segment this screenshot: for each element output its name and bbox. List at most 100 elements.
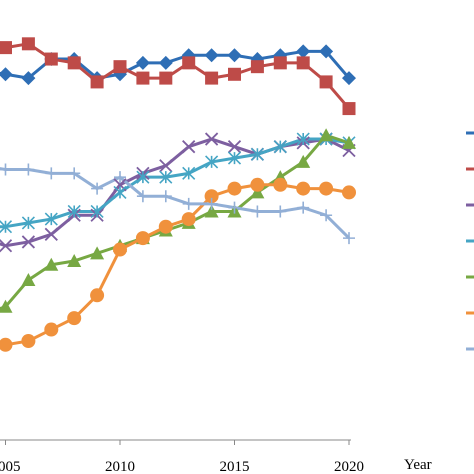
data-point: [0, 163, 12, 176]
x-ticks: [5, 440, 350, 445]
data-point: [227, 140, 242, 154]
data-point: [0, 337, 13, 352]
data-point: [204, 132, 219, 146]
x-tick-label: 2005: [0, 459, 21, 474]
data-point: [250, 177, 265, 192]
x-axis-title: Year: [404, 457, 432, 473]
x-tick-label: 2020: [334, 459, 364, 474]
data-point: [44, 227, 58, 241]
data-point: [343, 232, 355, 245]
data-point: [90, 204, 104, 219]
series-lines: [0, 42, 351, 347]
data-point: [44, 52, 58, 66]
data-point: [296, 132, 310, 146]
data-point: [182, 56, 196, 70]
data-point: [296, 154, 311, 168]
data-point: [136, 170, 150, 184]
data-point: [182, 166, 196, 180]
data-point: [342, 71, 356, 86]
data-point: [228, 67, 241, 81]
series-line: [0, 137, 350, 248]
data-point: [251, 205, 264, 218]
data-point: [21, 216, 35, 230]
data-point: [273, 177, 288, 192]
series-line: [0, 133, 350, 311]
data-point: [21, 273, 36, 287]
data-point: [158, 219, 173, 234]
series-markers-group: [0, 163, 355, 245]
data-point: [0, 67, 13, 82]
data-point: [44, 257, 59, 271]
data-point: [67, 311, 82, 326]
data-point: [90, 75, 104, 89]
data-point: [274, 205, 287, 218]
data-point: [319, 128, 334, 142]
x-tick-label: 2010: [105, 459, 135, 474]
data-point: [182, 140, 196, 154]
data-point: [0, 220, 13, 234]
data-point: [68, 167, 81, 180]
data-point: [204, 189, 219, 204]
data-point: [342, 135, 356, 149]
data-point: [250, 147, 264, 161]
data-point: [135, 231, 150, 246]
data-point: [91, 182, 104, 195]
data-point: [0, 41, 12, 55]
data-point: [227, 48, 242, 63]
data-point: [319, 181, 334, 196]
data-point: [113, 242, 127, 257]
data-point: [113, 185, 127, 199]
data-point: [296, 181, 311, 196]
data-point: [21, 333, 36, 348]
data-point: [67, 253, 82, 267]
data-point: [90, 288, 105, 303]
data-point: [67, 56, 81, 70]
data-point: [250, 185, 265, 199]
data-point: [158, 55, 173, 70]
series-line: [0, 137, 350, 229]
legend: [466, 131, 474, 351]
data-point: [319, 75, 333, 89]
data-point: [205, 155, 219, 169]
data-point: [297, 201, 310, 214]
data-point: [67, 204, 81, 219]
data-point: [342, 185, 356, 200]
data-point: [159, 170, 173, 184]
data-point: [227, 151, 242, 165]
x-tick-label: 2015: [220, 459, 250, 474]
data-point: [181, 212, 196, 227]
data-point: [22, 163, 35, 176]
data-point: [273, 140, 287, 154]
data-point: [227, 181, 242, 196]
data-point: [159, 159, 173, 173]
data-point: [113, 60, 127, 74]
data-point: [296, 44, 311, 59]
x-tick-labels: 2005 2010 2015 2020: [0, 459, 364, 474]
data-point: [21, 235, 36, 249]
data-point: [21, 71, 36, 86]
data-point: [320, 209, 333, 222]
data-point: [204, 48, 219, 63]
series-markers-group: [0, 37, 356, 116]
data-point: [159, 190, 172, 203]
data-point: [273, 56, 287, 70]
data-point: [136, 190, 149, 203]
data-point: [228, 201, 241, 214]
data-point: [21, 37, 35, 51]
data-point: [45, 167, 58, 180]
data-point: [135, 55, 150, 70]
series-markers: [0, 37, 356, 352]
data-point: [205, 197, 218, 210]
data-point: [159, 71, 173, 85]
data-point: [296, 56, 310, 70]
data-point: [136, 71, 150, 85]
data-point: [0, 239, 13, 253]
data-point: [114, 171, 126, 184]
data-point: [205, 71, 219, 85]
data-point: [44, 212, 58, 226]
data-point: [250, 60, 264, 74]
data-point: [250, 52, 265, 67]
data-point: [182, 197, 195, 210]
x-axis: 2005 2010 2015 2020: [0, 439, 364, 474]
